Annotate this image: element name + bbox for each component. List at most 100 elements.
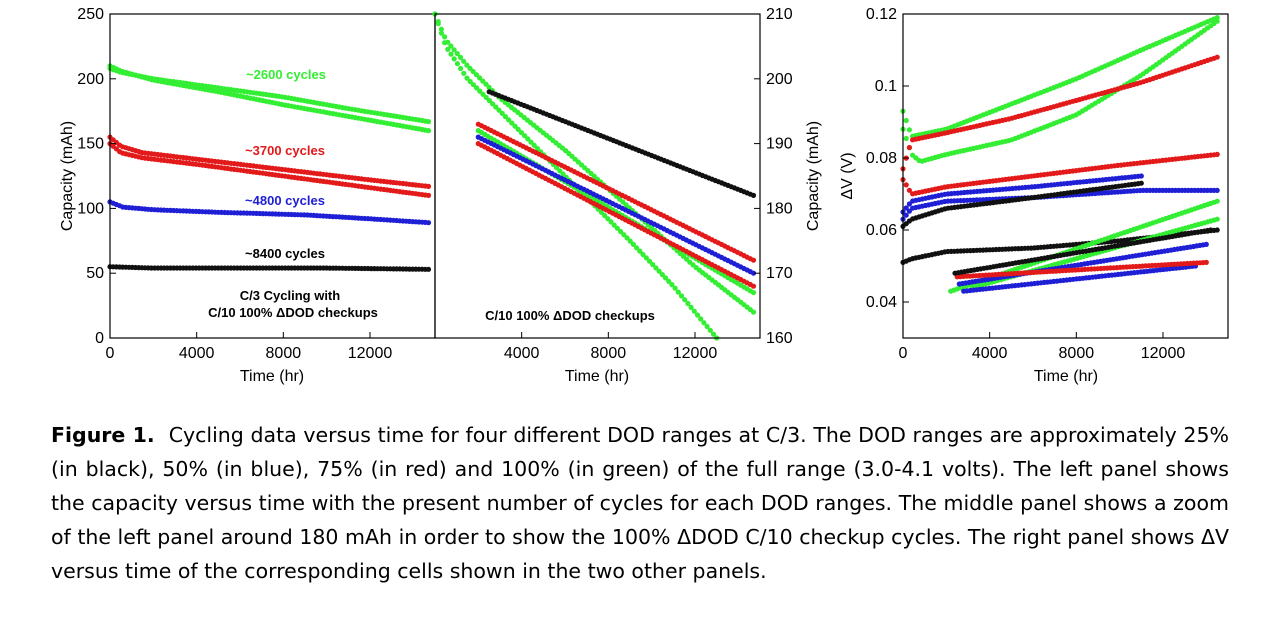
data-point bbox=[1203, 259, 1209, 265]
data-point bbox=[451, 47, 457, 53]
data-point bbox=[522, 133, 528, 139]
data-point bbox=[557, 168, 563, 174]
data-point bbox=[618, 228, 624, 235]
data-point bbox=[451, 56, 457, 62]
data-point bbox=[480, 78, 486, 84]
data-point bbox=[640, 251, 646, 258]
middle-note: C/10 100% ΔDOD checkups bbox=[485, 308, 655, 323]
data-point bbox=[682, 297, 688, 303]
data-point bbox=[611, 222, 617, 228]
y-tick-label: 0.06 bbox=[866, 222, 897, 239]
data-point bbox=[467, 78, 473, 85]
x-tick-label: 4000 bbox=[179, 345, 215, 362]
middle-ylabel: Capacity (mAh) bbox=[805, 121, 822, 231]
data-point bbox=[458, 65, 464, 72]
data-point bbox=[704, 323, 710, 330]
data-point bbox=[1214, 216, 1220, 222]
data-point bbox=[425, 183, 432, 189]
x-tick-label: 8000 bbox=[266, 345, 302, 362]
data-point bbox=[464, 75, 470, 81]
data-point bbox=[509, 120, 515, 126]
data-point bbox=[605, 216, 611, 222]
data-point bbox=[448, 51, 454, 57]
y-tick-label: 250 bbox=[77, 6, 104, 23]
data-point bbox=[477, 75, 483, 81]
x-tick-label: 12000 bbox=[673, 345, 718, 362]
data-point bbox=[614, 225, 621, 231]
y-tick-label: 0.08 bbox=[866, 150, 897, 167]
data-point bbox=[528, 139, 534, 145]
data-point bbox=[750, 283, 757, 289]
data-point bbox=[906, 201, 913, 207]
data-point bbox=[477, 88, 483, 94]
data-point bbox=[534, 145, 541, 152]
data-point bbox=[598, 209, 605, 215]
data-point bbox=[457, 54, 464, 61]
data-point bbox=[1214, 151, 1220, 157]
data-point bbox=[643, 255, 649, 261]
data-point bbox=[425, 266, 432, 272]
y-tick-label: 0.04 bbox=[866, 294, 897, 311]
data-point bbox=[669, 282, 675, 288]
data-point bbox=[454, 61, 460, 67]
y-tick-label: 200 bbox=[766, 71, 793, 88]
data-point bbox=[435, 19, 441, 25]
data-point bbox=[903, 117, 909, 124]
y-tick-label: 0.12 bbox=[866, 6, 897, 23]
data-point bbox=[624, 235, 630, 241]
right-data-points bbox=[900, 15, 1220, 294]
middle-xlabel: Time (hr) bbox=[565, 368, 629, 385]
data-point bbox=[750, 309, 757, 315]
x-tick-label: 0 bbox=[106, 345, 115, 362]
figure-caption: Figure 1. Cycling data versus time for fo… bbox=[51, 418, 1229, 588]
x-tick-label: 12000 bbox=[1141, 345, 1186, 362]
data-point bbox=[701, 320, 707, 326]
data-point bbox=[425, 220, 432, 226]
data-point bbox=[502, 114, 508, 120]
data-point bbox=[627, 238, 633, 244]
data-point bbox=[1214, 15, 1220, 21]
data-point bbox=[750, 257, 757, 263]
right-ylabel: ΔV (V) bbox=[839, 152, 856, 199]
data-point bbox=[1214, 198, 1220, 204]
data-point bbox=[483, 94, 489, 101]
data-point bbox=[656, 268, 662, 274]
panel-middle-zoom: 4000 8000 12000 160 170 180 190 200 210 Capacity… bbox=[432, 6, 822, 385]
data-point bbox=[515, 126, 521, 132]
annotation-blue-cycles: ~4800 cycles bbox=[245, 193, 325, 208]
data-point bbox=[470, 68, 476, 75]
data-point bbox=[1208, 227, 1214, 233]
right-axis-ticks: 0 4000 8000 12000 0.04 0.06 0.08 0.1 0.12 bbox=[866, 6, 1185, 362]
data-point bbox=[461, 70, 467, 76]
data-point bbox=[630, 241, 637, 247]
data-point bbox=[445, 39, 451, 45]
data-point bbox=[518, 130, 525, 136]
left-note-line2: C/10 100% ΔDOD checkups bbox=[208, 305, 378, 320]
middle-data-points bbox=[432, 11, 757, 341]
right-plot-frame bbox=[902, 13, 1229, 339]
data-point bbox=[903, 135, 909, 142]
figure: 0 4000 8000 12000 0 50 100 150 200 250 Capacity (… bbox=[59, 6, 1229, 385]
data-point bbox=[694, 312, 701, 318]
data-point bbox=[438, 30, 444, 36]
data-point bbox=[903, 182, 909, 188]
data-point bbox=[490, 101, 496, 107]
data-point bbox=[637, 248, 643, 254]
data-point bbox=[1214, 18, 1220, 24]
data-point bbox=[634, 245, 640, 251]
data-point bbox=[454, 51, 460, 57]
data-point bbox=[685, 300, 691, 307]
data-point bbox=[470, 82, 476, 88]
data-point bbox=[461, 58, 467, 64]
annotation-red-cycles: ~3700 cycles bbox=[245, 143, 325, 158]
data-point bbox=[448, 43, 454, 49]
data-point bbox=[750, 290, 757, 296]
data-point bbox=[531, 142, 537, 148]
data-point bbox=[1214, 187, 1220, 193]
data-point bbox=[467, 65, 473, 71]
left-ylabel: Capacity (mAh) bbox=[59, 121, 76, 231]
panel-left-capacity: 0 4000 8000 12000 0 50 100 150 200 250 Capacity (… bbox=[59, 6, 436, 385]
data-point bbox=[425, 192, 432, 198]
data-point bbox=[903, 205, 909, 211]
data-point bbox=[486, 98, 492, 104]
